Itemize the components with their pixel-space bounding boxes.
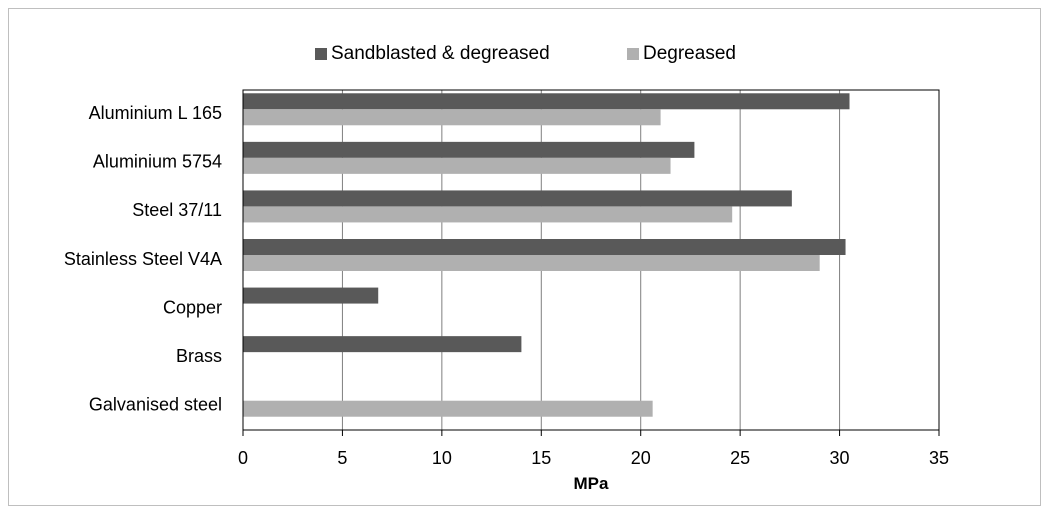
category-labels: Aluminium L 165 Aluminium 5754 Steel 37/11… bbox=[64, 103, 222, 414]
bar-degreased bbox=[243, 206, 733, 223]
category-label: Steel 37/11 bbox=[132, 200, 222, 220]
bars bbox=[243, 93, 850, 417]
category-label: Galvanised steel bbox=[89, 394, 222, 414]
bar-degreased bbox=[243, 109, 661, 126]
x-tick-label: 20 bbox=[631, 448, 651, 468]
category-label: Copper bbox=[163, 297, 222, 317]
bar-chart: Aluminium L 165 Aluminium 5754 Steel 37/11… bbox=[64, 43, 949, 493]
category-label: Aluminium L 165 bbox=[89, 103, 222, 123]
bar-sandblasted bbox=[243, 141, 695, 158]
category-label: Stainless Steel V4A bbox=[64, 249, 222, 269]
x-axis-title: MPa bbox=[574, 474, 610, 493]
bar-sandblasted bbox=[243, 336, 522, 353]
bar-degreased bbox=[243, 255, 820, 271]
legend-swatch-degreased bbox=[627, 48, 639, 60]
bar-sandblasted bbox=[243, 190, 792, 207]
x-tick-label: 30 bbox=[830, 448, 850, 468]
x-tick-label: 35 bbox=[929, 448, 949, 468]
bar-degreased bbox=[243, 157, 671, 174]
bar-sandblasted bbox=[243, 239, 846, 255]
x-tick-label: 5 bbox=[337, 448, 347, 468]
x-tick-label: 0 bbox=[238, 448, 248, 468]
legend-swatch-sandblasted bbox=[315, 48, 327, 60]
plot-area-border bbox=[242, 89, 940, 431]
legend: Sandblasted & degreased Degreased bbox=[315, 43, 736, 64]
x-tick-labels: 0 5 10 15 20 25 30 35 bbox=[238, 448, 949, 468]
axes bbox=[242, 89, 940, 431]
x-tick-label: 10 bbox=[432, 448, 452, 468]
bar-sandblasted bbox=[243, 93, 850, 110]
chart-frame: Aluminium L 165 Aluminium 5754 Steel 37/11… bbox=[8, 8, 1041, 506]
legend-label-degreased: Degreased bbox=[643, 43, 736, 64]
x-tick-label: 15 bbox=[531, 448, 551, 468]
bar-degreased bbox=[243, 400, 653, 417]
legend-label-sandblasted: Sandblasted & degreased bbox=[331, 43, 550, 64]
category-label: Aluminium 5754 bbox=[93, 152, 222, 172]
category-label: Brass bbox=[176, 346, 222, 366]
x-tick-label: 25 bbox=[730, 448, 750, 468]
bar-sandblasted bbox=[243, 287, 379, 304]
